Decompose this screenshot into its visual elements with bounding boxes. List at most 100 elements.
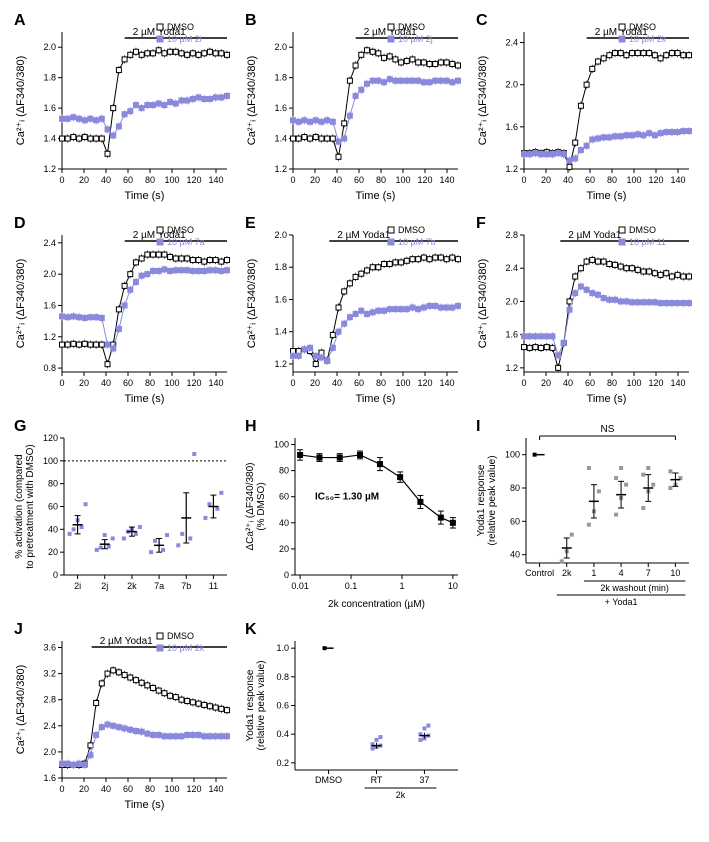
svg-text:120: 120 (186, 378, 201, 388)
svg-text:140: 140 (670, 378, 685, 388)
svg-text:20: 20 (279, 544, 289, 554)
svg-text:80: 80 (376, 175, 386, 185)
svg-text:120: 120 (43, 433, 58, 443)
svg-text:1.2: 1.2 (274, 359, 287, 369)
panel-label-C: C (476, 12, 488, 30)
svg-text:1.2: 1.2 (43, 332, 56, 342)
svg-text:DMSO: DMSO (315, 775, 342, 785)
svg-text:10 µM 2k: 10 µM 2k (167, 643, 205, 653)
svg-text:100: 100 (626, 175, 641, 185)
svg-text:80: 80 (279, 466, 289, 476)
svg-text:0: 0 (290, 378, 295, 388)
svg-text:40: 40 (563, 378, 573, 388)
svg-text:2k concentration (µM): 2k concentration (µM) (328, 599, 425, 610)
svg-text:140: 140 (439, 175, 454, 185)
svg-text:Time (s): Time (s) (125, 799, 165, 811)
svg-text:Time (s): Time (s) (125, 393, 165, 405)
svg-text:0: 0 (59, 175, 64, 185)
svg-text:60: 60 (354, 378, 364, 388)
svg-text:1.4: 1.4 (274, 327, 287, 337)
svg-text:0: 0 (59, 784, 64, 794)
svg-text:DMSO: DMSO (398, 225, 425, 235)
panel-E: E1.21.41.61.82.00204060801001201402 µM Y… (241, 213, 468, 408)
panel-label-B: B (245, 12, 257, 30)
svg-text:20: 20 (541, 175, 551, 185)
svg-text:10 µM 2k: 10 µM 2k (629, 34, 667, 44)
svg-text:0.6: 0.6 (276, 701, 289, 711)
svg-text:1: 1 (591, 568, 596, 578)
svg-text:0: 0 (53, 570, 58, 580)
svg-text:10: 10 (448, 581, 458, 591)
svg-text:80: 80 (510, 483, 520, 493)
svg-text:140: 140 (208, 378, 223, 388)
svg-text:Time (s): Time (s) (587, 393, 627, 405)
svg-text:(% DMSO): (% DMSO) (256, 482, 267, 530)
svg-text:3.2: 3.2 (43, 669, 56, 679)
svg-text:2.4: 2.4 (43, 238, 56, 248)
svg-text:2.8: 2.8 (43, 695, 56, 705)
svg-text:7: 7 (646, 568, 651, 578)
svg-text:1.2: 1.2 (274, 164, 287, 174)
svg-text:Ca²⁺ᵢ (ΔF340/380): Ca²⁺ᵢ (ΔF340/380) (477, 56, 489, 145)
svg-text:DMSO: DMSO (629, 225, 656, 235)
svg-text:0.8: 0.8 (43, 363, 56, 373)
svg-text:10 µM 7a: 10 µM 7a (167, 237, 205, 247)
svg-text:DMSO: DMSO (167, 22, 194, 32)
svg-text:1.8: 1.8 (274, 262, 287, 272)
svg-text:2j: 2j (101, 581, 108, 591)
svg-text:100: 100 (395, 378, 410, 388)
svg-text:Ca²⁺ᵢ (ΔF340/380): Ca²⁺ᵢ (ΔF340/380) (15, 259, 27, 348)
panel-label-A: A (14, 12, 26, 30)
svg-text:60: 60 (585, 175, 595, 185)
svg-text:1.2: 1.2 (505, 164, 518, 174)
svg-text:37: 37 (419, 775, 429, 785)
svg-text:1.6: 1.6 (43, 103, 56, 113)
svg-text:120: 120 (186, 784, 201, 794)
svg-text:2.4: 2.4 (43, 721, 56, 731)
svg-text:2k: 2k (396, 790, 406, 800)
svg-text:+ Yoda1: + Yoda1 (605, 597, 638, 607)
svg-text:2.0: 2.0 (43, 747, 56, 757)
svg-text:2.0: 2.0 (43, 42, 56, 52)
svg-text:2.0: 2.0 (505, 296, 518, 306)
svg-text:11: 11 (209, 581, 218, 591)
svg-text:2.4: 2.4 (505, 263, 518, 273)
svg-text:60: 60 (123, 784, 133, 794)
svg-text:2k washout (min): 2k washout (min) (600, 583, 669, 593)
svg-text:40: 40 (332, 175, 342, 185)
svg-text:60: 60 (510, 516, 520, 526)
svg-text:RT: RT (371, 775, 383, 785)
svg-text:80: 80 (145, 378, 155, 388)
panel-H: H0204060801000.010.1110IC₅₀= 1.30 µMΔCa²… (241, 416, 468, 611)
svg-text:ΔCa²⁺ᵢ (ΔF340/380): ΔCa²⁺ᵢ (ΔF340/380) (245, 462, 256, 550)
svg-text:1.6: 1.6 (274, 103, 287, 113)
svg-text:2k: 2k (127, 581, 137, 591)
panel-label-F: F (476, 215, 486, 233)
svg-text:2.0: 2.0 (274, 42, 287, 52)
svg-text:10: 10 (670, 568, 680, 578)
svg-text:40: 40 (510, 550, 520, 560)
svg-text:IC₅₀= 1.30 µM: IC₅₀= 1.30 µM (315, 492, 379, 503)
svg-text:120: 120 (648, 378, 663, 388)
panel-label-H: H (245, 418, 257, 436)
svg-text:100: 100 (626, 378, 641, 388)
svg-text:1.8: 1.8 (43, 73, 56, 83)
svg-text:100: 100 (505, 450, 520, 460)
figure-grid: A1.21.41.61.82.00204060801001201402 µM Y… (10, 10, 699, 814)
panel-label-K: K (245, 621, 257, 639)
svg-text:NS: NS (601, 424, 615, 435)
svg-text:1.2: 1.2 (43, 164, 56, 174)
svg-text:20: 20 (310, 175, 320, 185)
svg-text:0.4: 0.4 (276, 729, 289, 739)
panel-B: B1.21.41.61.82.00204060801001201402 µM Y… (241, 10, 468, 205)
svg-text:20: 20 (48, 547, 58, 557)
svg-text:100: 100 (164, 784, 179, 794)
svg-text:100: 100 (164, 378, 179, 388)
svg-text:10 µM 11: 10 µM 11 (629, 237, 666, 247)
svg-text:40: 40 (279, 518, 289, 528)
panel-F: F1.21.62.02.42.80204060801001201402 µM Y… (472, 213, 699, 408)
panel-label-J: J (14, 621, 23, 639)
svg-text:20: 20 (541, 378, 551, 388)
svg-text:40: 40 (563, 175, 573, 185)
svg-text:1.6: 1.6 (505, 122, 518, 132)
